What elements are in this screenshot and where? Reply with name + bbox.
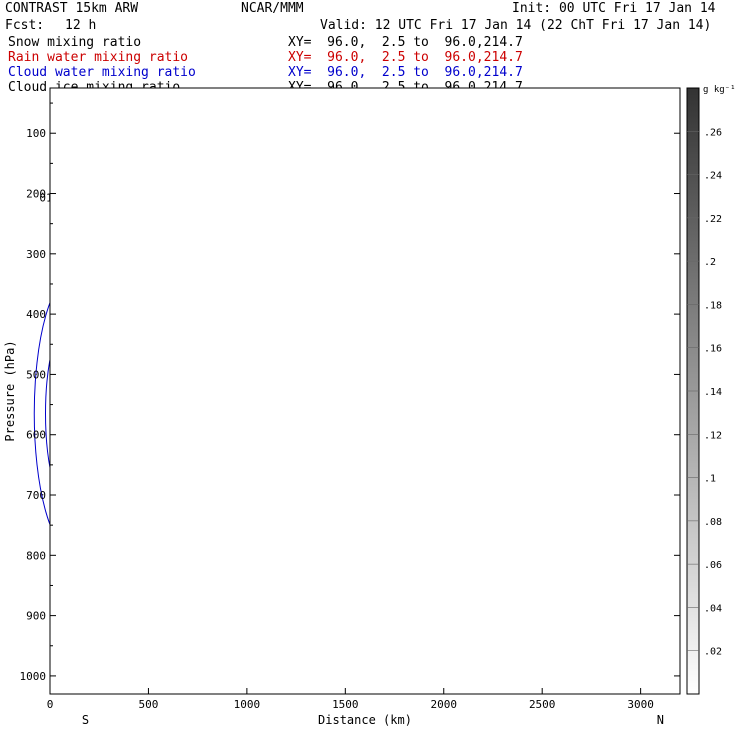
colorbar-tick-label: .2 [704,257,716,268]
x-tick-label: 1500 [332,698,359,711]
x-tick-label: 500 [139,698,159,711]
y-tick-label: 700 [26,489,46,502]
x-end-label-north: N [657,713,664,727]
legend-rain-name: Rain water mixing ratio [8,50,189,65]
y-tick-label: 800 [26,549,46,562]
y-tick-label: 100 [26,127,46,140]
y-tick-label: 500 [26,368,46,381]
y-tick-label: 300 [26,248,46,261]
valid-time: Valid: 12 UTC Fri 17 Jan 14 (22 ChT Fri … [320,18,712,33]
colorbar-tick-label: .02 [704,647,722,658]
colorbar-tick-label: .24 [704,171,722,182]
y-tick-label: 900 [26,610,46,623]
x-tick-label: 2500 [529,698,556,711]
model-title: CONTRAST 15km ARW [5,1,139,16]
colorbar-unit: g kg⁻¹ [703,85,736,95]
forecast-label: Fcst: [5,18,45,33]
x-tick-label: 1000 [234,698,261,711]
legend-snow-xy: XY= 96.0, 2.5 to 96.0,214.7 [288,35,523,50]
plot-frame [49,87,681,695]
x-tick-label: 2000 [431,698,458,711]
legend-snow-name: Snow mixing ratio [8,35,142,50]
y-axis-title: Pressure (hPa) [3,340,17,441]
x-end-label-south: S [82,713,89,727]
colorbar-tick-label: .26 [704,127,722,138]
colorbar-tick-label: .18 [704,300,722,311]
legend-cloud-water-xy: XY= 96.0, 2.5 to 96.0,214.7 [288,65,523,80]
legend-cloud-water-name: Cloud water mixing ratio [8,65,196,80]
forecast-value: 12 h [65,18,97,33]
y-tick-label: 1000 [20,670,47,683]
y-tick-label: 600 [26,429,46,442]
colorbar-tick-label: .06 [704,560,722,571]
x-tick-label: 3000 [627,698,654,711]
x-tick-label: 0 [47,698,54,711]
init-time: Init: 00 UTC Fri 17 Jan 14 [512,1,716,16]
center-label: NCAR/MMM [241,1,304,16]
colorbar-tick-label: .12 [704,430,722,441]
colorbar-tick-label: .04 [704,603,722,614]
x-axis-title: Distance (km) [318,713,412,727]
colorbar-tick-label: .22 [704,214,722,225]
colorbar-tick-label: .16 [704,344,722,355]
colorbar-tick-label: .08 [704,517,722,528]
y-tick-label: 400 [26,308,46,321]
colorbar-tick-label: .1 [704,474,716,485]
legend-rain-xy: XY= 96.0, 2.5 to 96.0,214.7 [288,50,523,65]
y-tick-label: 200 [26,188,46,201]
colorbar-tick-label: .14 [704,387,722,398]
